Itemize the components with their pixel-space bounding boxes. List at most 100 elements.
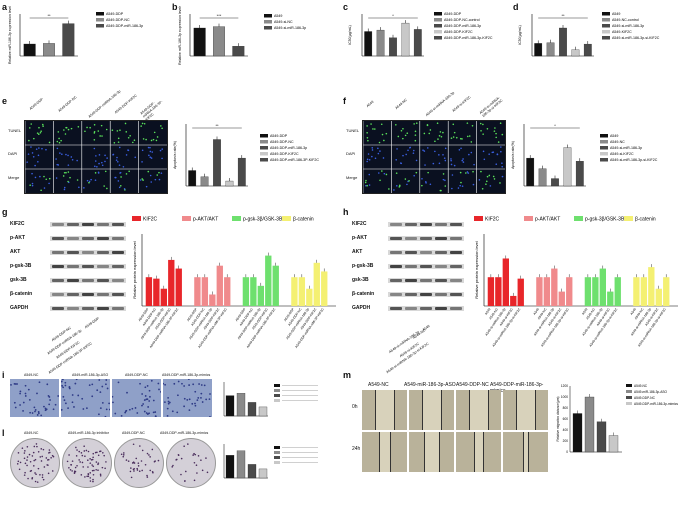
- panel-c-label: c: [343, 2, 349, 12]
- cell-dot: [194, 404, 197, 407]
- cell-dot: [176, 411, 179, 414]
- cell-dot: [451, 187, 453, 190]
- colony: [70, 464, 72, 466]
- col-header: A549-DDP-miR-186-3p-mimics: [162, 373, 211, 377]
- bar: [551, 178, 559, 187]
- legend-label: A549-DDP-miR-186-3p: [106, 24, 143, 28]
- colony: [84, 476, 86, 478]
- cell-dot: [37, 154, 40, 157]
- colony: [39, 473, 41, 476]
- panel-l-chart: [223, 444, 318, 479]
- blot-band: [97, 237, 109, 240]
- cell-dot: [154, 415, 157, 418]
- cell-dot: [460, 181, 462, 184]
- cell-dot: [483, 158, 486, 161]
- cell-dot: [100, 124, 103, 127]
- col-header: A549-DDP-NC: [122, 431, 145, 435]
- cell-dot: [122, 166, 125, 168]
- cell-dot: [426, 147, 429, 149]
- panel-b-chart: Relative miR-186-3p expression levels ***…: [178, 6, 306, 65]
- cell-dot: [450, 159, 452, 162]
- cell-dot: [462, 161, 465, 163]
- x-tick-label: A549-NC: [634, 307, 645, 321]
- legend-swatch: [600, 140, 608, 144]
- cell-dot: [440, 189, 442, 192]
- legend-swatch: [260, 152, 268, 156]
- cell-dot: [54, 403, 57, 406]
- cell-dot: [64, 384, 67, 387]
- colony: [78, 450, 81, 453]
- colony: [78, 459, 80, 461]
- legend-label: A549-DDP-miR-186-3p-mimics: [634, 402, 678, 406]
- wound-gap: [422, 390, 442, 430]
- bar: [376, 29, 385, 57]
- cell-dot: [142, 179, 144, 181]
- panel-a-label: a: [2, 2, 8, 12]
- cell-dot: [457, 187, 460, 189]
- cell-dot: [400, 162, 403, 165]
- cell-dot: [141, 393, 144, 395]
- transwell-image: [10, 379, 60, 417]
- legend-swatch: [96, 12, 104, 16]
- blot-band: [420, 265, 432, 268]
- legend-label: p-AKT/AKT: [535, 217, 560, 223]
- cell-dot: [434, 140, 436, 143]
- blot-band: [97, 251, 109, 254]
- legend-swatch: [264, 14, 272, 18]
- cell-dot: [440, 135, 443, 138]
- cell-dot: [141, 122, 144, 125]
- cell-dot: [385, 132, 388, 135]
- bar: [201, 277, 209, 306]
- cell-dot: [142, 138, 145, 140]
- cell-dot: [160, 125, 162, 127]
- blot-band: [435, 223, 447, 226]
- colony: [26, 456, 29, 458]
- cell-dot: [91, 383, 94, 386]
- legend-label: A549-si-miR-186-3p: [610, 146, 642, 150]
- cell-dot: [415, 171, 418, 174]
- blot-band: [405, 307, 417, 310]
- legend-swatch: [600, 134, 608, 138]
- cell-dot: [158, 178, 161, 181]
- cell-dot: [82, 408, 85, 410]
- cell-dot: [381, 170, 383, 172]
- bar: [536, 277, 543, 306]
- cell-dot: [45, 408, 48, 411]
- colony: [151, 470, 154, 473]
- cell-dot: [396, 148, 398, 150]
- col-header: A549-DDP-KIF2C: [113, 93, 138, 115]
- colony: [45, 457, 48, 459]
- cell-dot: [167, 402, 170, 405]
- blot-band: [450, 251, 462, 254]
- cell-dot: [104, 160, 106, 163]
- colony: [87, 459, 89, 462]
- blot-strip: [388, 292, 464, 297]
- x-tick-label: A549-NC: [488, 307, 499, 321]
- cell-dot: [63, 186, 66, 189]
- cell-dot: [145, 138, 147, 141]
- cell-dot: [90, 178, 92, 181]
- cell-dot: [43, 175, 45, 178]
- cell-dot: [67, 407, 69, 409]
- cell-dot: [205, 398, 208, 401]
- cell-dot: [453, 131, 456, 134]
- colony: [130, 467, 132, 469]
- scratch-images: [362, 390, 552, 474]
- legend-swatch: [264, 26, 272, 30]
- cell-dot: [101, 135, 103, 137]
- blot-strip: [388, 278, 464, 283]
- cell-dot: [116, 160, 119, 163]
- legend-swatch: [274, 399, 280, 402]
- blot-band: [435, 293, 447, 296]
- wound-gap: [469, 390, 489, 430]
- colony: [89, 462, 92, 464]
- legend-swatch: [260, 134, 268, 138]
- cell-dot: [409, 146, 411, 149]
- cell-dot: [368, 158, 371, 161]
- bar: [648, 267, 655, 306]
- cell-dot: [188, 398, 191, 401]
- cell-dot: [486, 175, 489, 178]
- legend-label: A549-DDP-NC-control: [444, 18, 480, 22]
- colony: [149, 456, 151, 458]
- colony: [21, 447, 24, 449]
